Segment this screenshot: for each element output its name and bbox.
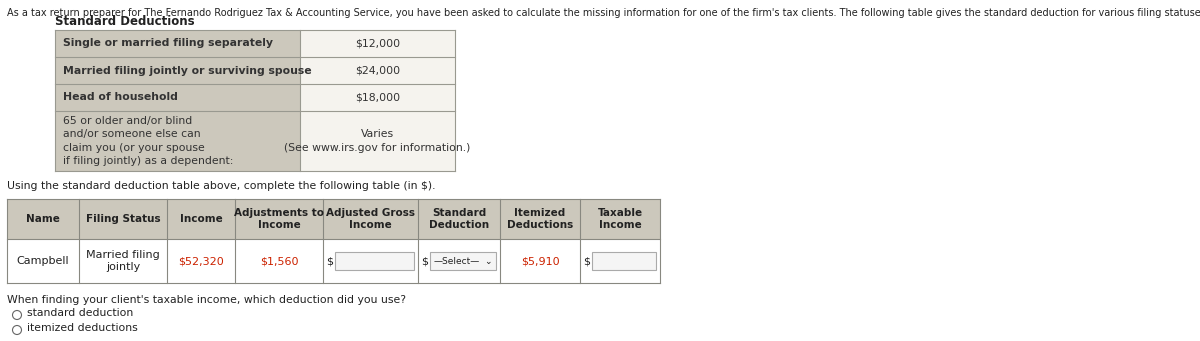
Text: Married filing
jointly: Married filing jointly — [86, 250, 160, 272]
Bar — [55, 57, 300, 84]
Text: $52,320: $52,320 — [178, 256, 224, 266]
Text: Filing Status: Filing Status — [85, 214, 161, 224]
Text: Married filing jointly or surviving spouse: Married filing jointly or surviving spou… — [64, 65, 312, 75]
Text: $24,000: $24,000 — [355, 65, 400, 75]
Bar — [55, 84, 300, 111]
Text: $: $ — [583, 256, 590, 266]
Bar — [55, 111, 300, 171]
Text: Taxable
Income: Taxable Income — [598, 208, 642, 230]
Text: standard deduction: standard deduction — [28, 308, 133, 318]
Text: $: $ — [421, 256, 428, 266]
Text: Itemized
Deductions: Itemized Deductions — [506, 208, 574, 230]
Text: ⌄: ⌄ — [485, 256, 492, 266]
Bar — [300, 111, 455, 171]
Text: Varies
(See www.irs.gov for information.): Varies (See www.irs.gov for information.… — [284, 129, 470, 153]
Text: Income: Income — [180, 214, 222, 224]
Bar — [300, 57, 455, 84]
Text: Standard Deductions: Standard Deductions — [55, 15, 194, 28]
Text: Using the standard deduction table above, complete the following table (in $).: Using the standard deduction table above… — [7, 181, 436, 191]
Text: —Select—: —Select— — [434, 256, 480, 266]
Text: $18,000: $18,000 — [355, 92, 400, 103]
Text: $5,910: $5,910 — [521, 256, 559, 266]
Text: Standard
Deduction: Standard Deduction — [428, 208, 490, 230]
Text: As a tax return preparer for The Fernando Rodriguez Tax & Accounting Service, yo: As a tax return preparer for The Fernand… — [7, 8, 1200, 18]
Text: When finding your client's taxable income, which deduction did you use?: When finding your client's taxable incom… — [7, 295, 406, 305]
Text: $: $ — [326, 256, 334, 266]
Text: Name: Name — [26, 214, 60, 224]
Text: $12,000: $12,000 — [355, 39, 400, 48]
Text: Adjustments to
Income: Adjustments to Income — [234, 208, 324, 230]
Bar — [55, 30, 300, 57]
Bar — [335, 252, 414, 270]
Bar — [430, 252, 496, 270]
Text: Single or married filing separately: Single or married filing separately — [64, 39, 274, 48]
Text: Campbell: Campbell — [17, 256, 70, 266]
Text: Head of household: Head of household — [64, 92, 178, 103]
Circle shape — [12, 326, 22, 335]
Bar — [300, 84, 455, 111]
Bar — [592, 252, 656, 270]
Text: Adjusted Gross
Income: Adjusted Gross Income — [326, 208, 415, 230]
Bar — [7, 239, 660, 283]
Text: $1,560: $1,560 — [259, 256, 299, 266]
Bar — [300, 30, 455, 57]
Text: itemized deductions: itemized deductions — [28, 323, 138, 333]
Circle shape — [12, 311, 22, 320]
Bar — [7, 199, 660, 239]
Text: 65 or older and/or blind
and/or someone else can
claim you (or your spouse
if fi: 65 or older and/or blind and/or someone … — [64, 116, 233, 166]
